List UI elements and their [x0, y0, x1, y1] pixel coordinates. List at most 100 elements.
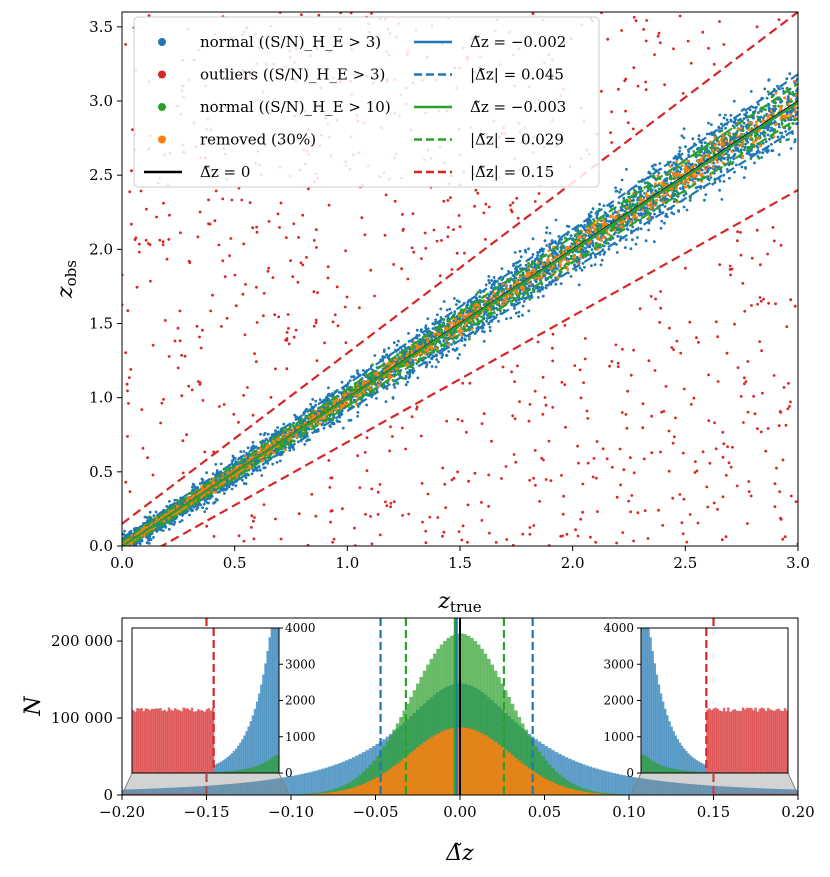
normal-sn3-point: [212, 501, 216, 505]
normal-sn3-point: [417, 334, 421, 337]
outlier-point: [594, 540, 598, 544]
outlier-point: [292, 222, 296, 226]
outlier-point: [759, 299, 763, 303]
normal-sn3-point: [690, 163, 693, 167]
normal-sn3-point: [527, 309, 531, 313]
normal-sn3-point: [234, 484, 238, 488]
outlier-point: [688, 320, 692, 324]
normal-sn3-point: [514, 311, 518, 315]
normal-sn3-point: [246, 446, 250, 450]
outlier-point: [130, 222, 133, 226]
outlier-point: [573, 364, 577, 367]
outlier-point: [255, 225, 258, 229]
normal-sn3-point: [439, 307, 443, 311]
outlier-point: [686, 39, 690, 43]
normal-sn3-point: [509, 284, 513, 288]
normal-sn3-point: [607, 220, 611, 223]
normal-sn3-point: [581, 262, 585, 265]
outlier-point: [622, 468, 626, 472]
normal-sn3-point: [587, 212, 591, 216]
normal-sn3-point: [734, 163, 738, 167]
outlier-point: [626, 121, 630, 125]
outlier-point: [560, 474, 563, 477]
normal-sn3-point: [488, 329, 492, 333]
normal-sn3-point: [327, 386, 330, 390]
outlier-point: [296, 280, 300, 284]
outlier-point: [616, 365, 620, 368]
outlier-point: [286, 313, 290, 316]
normal-sn3-point: [625, 167, 628, 171]
normal-sn3-point: [545, 226, 549, 230]
normal-sn3-point: [781, 87, 784, 90]
outlier-point: [653, 53, 656, 56]
outlier-point: [415, 407, 418, 411]
normal-sn3-point: [245, 452, 248, 455]
outlier-point: [632, 15, 636, 19]
outlier-point: [292, 335, 296, 339]
outlier-point: [365, 469, 369, 472]
outlier-point: [335, 285, 339, 289]
outlier-point: [255, 285, 258, 289]
outlier-point: [253, 516, 256, 519]
normal-sn3-point: [766, 133, 770, 137]
outlier-point: [461, 524, 465, 528]
normal-sn3-point: [682, 194, 686, 197]
normal-sn3-point: [676, 169, 680, 173]
outlier-point: [223, 275, 227, 279]
outlier-point: [533, 200, 537, 203]
normal-sn3-point: [161, 529, 165, 532]
outlier-point: [596, 510, 599, 513]
outlier-point: [487, 504, 490, 508]
normal-sn3-point: [545, 231, 548, 235]
normal-sn3-point: [483, 330, 486, 334]
normal-sn3-point: [639, 221, 642, 225]
outlier-point: [610, 360, 614, 363]
outlier-point: [232, 412, 236, 416]
outlier-point: [456, 470, 459, 474]
normal-sn3-point: [426, 317, 430, 320]
outlier-point: [654, 297, 657, 301]
outlier-point: [642, 28, 646, 31]
outlier-point: [312, 324, 316, 328]
outlier-point: [681, 532, 685, 536]
outlier-point: [444, 506, 448, 509]
outlier-point: [563, 324, 567, 327]
normal-sn3-point: [581, 256, 585, 259]
outlier-point: [278, 226, 281, 229]
normal-sn3-point: [722, 173, 726, 177]
normal-sn3-point: [411, 359, 415, 362]
normal-sn3-point: [611, 212, 615, 215]
outlier-point: [124, 351, 128, 354]
normal-sn3-point: [205, 507, 209, 510]
outlier-point: [707, 419, 711, 422]
normal-sn3-point: [717, 143, 721, 146]
normal-sn3-point: [569, 275, 573, 278]
normal-sn3-point: [256, 447, 260, 450]
normal-sn3-point: [527, 247, 530, 251]
outlier-point: [466, 503, 470, 507]
normal-sn3-point: [554, 282, 558, 286]
outlier-point: [279, 201, 283, 205]
normal-sn3-point: [740, 165, 744, 169]
normal-sn3-point: [536, 296, 540, 299]
normal-sn3-point: [680, 134, 684, 138]
normal-sn3-point: [554, 218, 558, 222]
normal-sn3-point: [599, 263, 603, 267]
normal-sn3-point: [700, 168, 704, 172]
outlier-point: [592, 457, 596, 460]
outlier-point: [515, 196, 519, 200]
normal-sn3-point: [736, 148, 740, 152]
outlier-point: [384, 500, 387, 504]
normal-sn3-point: [718, 113, 722, 117]
normal-sn3-point: [789, 118, 793, 122]
normal-sn3-point: [335, 419, 339, 423]
outlier-point: [128, 490, 132, 493]
normal-sn3-point: [233, 457, 237, 460]
outlier-point: [262, 503, 266, 506]
normal-sn3-point: [598, 202, 601, 206]
outlier-point: [211, 293, 214, 297]
outlier-point: [591, 475, 595, 479]
normal-sn3-point: [594, 255, 597, 259]
normal-sn3-point: [678, 146, 682, 150]
